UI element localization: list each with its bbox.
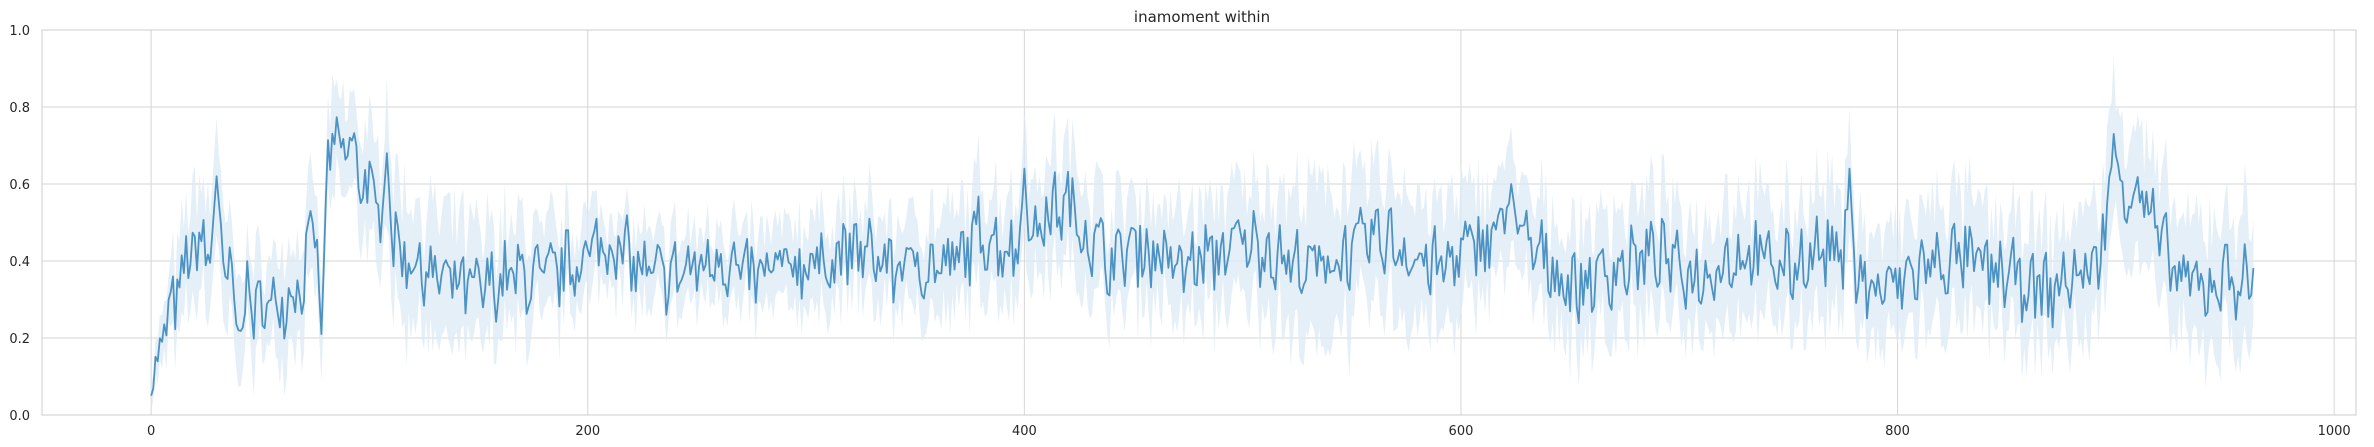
x-tick-label-0: 0 (147, 424, 155, 439)
chart-title: inamoment within (1134, 8, 1270, 26)
y-tick-label-0.2: 0.2 (9, 332, 30, 347)
x-tick-label-1000: 1000 (2318, 424, 2351, 439)
x-tick-label-200: 200 (575, 424, 600, 439)
confidence-band-area (151, 55, 2254, 411)
y-tick-label-0.0: 0.0 (9, 409, 30, 424)
confidence-band (151, 55, 2254, 411)
axes (41, 29, 2357, 416)
y-tick-label-0.4: 0.4 (9, 255, 30, 270)
x-tick-label-600: 600 (1449, 424, 1474, 439)
series-line-path (150, 116, 2255, 396)
y-tick-labels: 0.0 0.2 0.4 0.6 0.8 1.0 (9, 24, 30, 424)
y-tick-label-1.0: 1.0 (9, 24, 30, 39)
y-tick-label-0.8: 0.8 (9, 101, 30, 116)
y-tick-label-0.6: 0.6 (9, 178, 30, 193)
x-tick-label-400: 400 (1012, 424, 1037, 439)
plot-frame (41, 29, 2357, 416)
x-tick-label-800: 800 (1885, 424, 1910, 439)
series-line (150, 116, 2255, 396)
x-tick-labels: 0 200 400 600 800 1000 (147, 424, 2351, 439)
